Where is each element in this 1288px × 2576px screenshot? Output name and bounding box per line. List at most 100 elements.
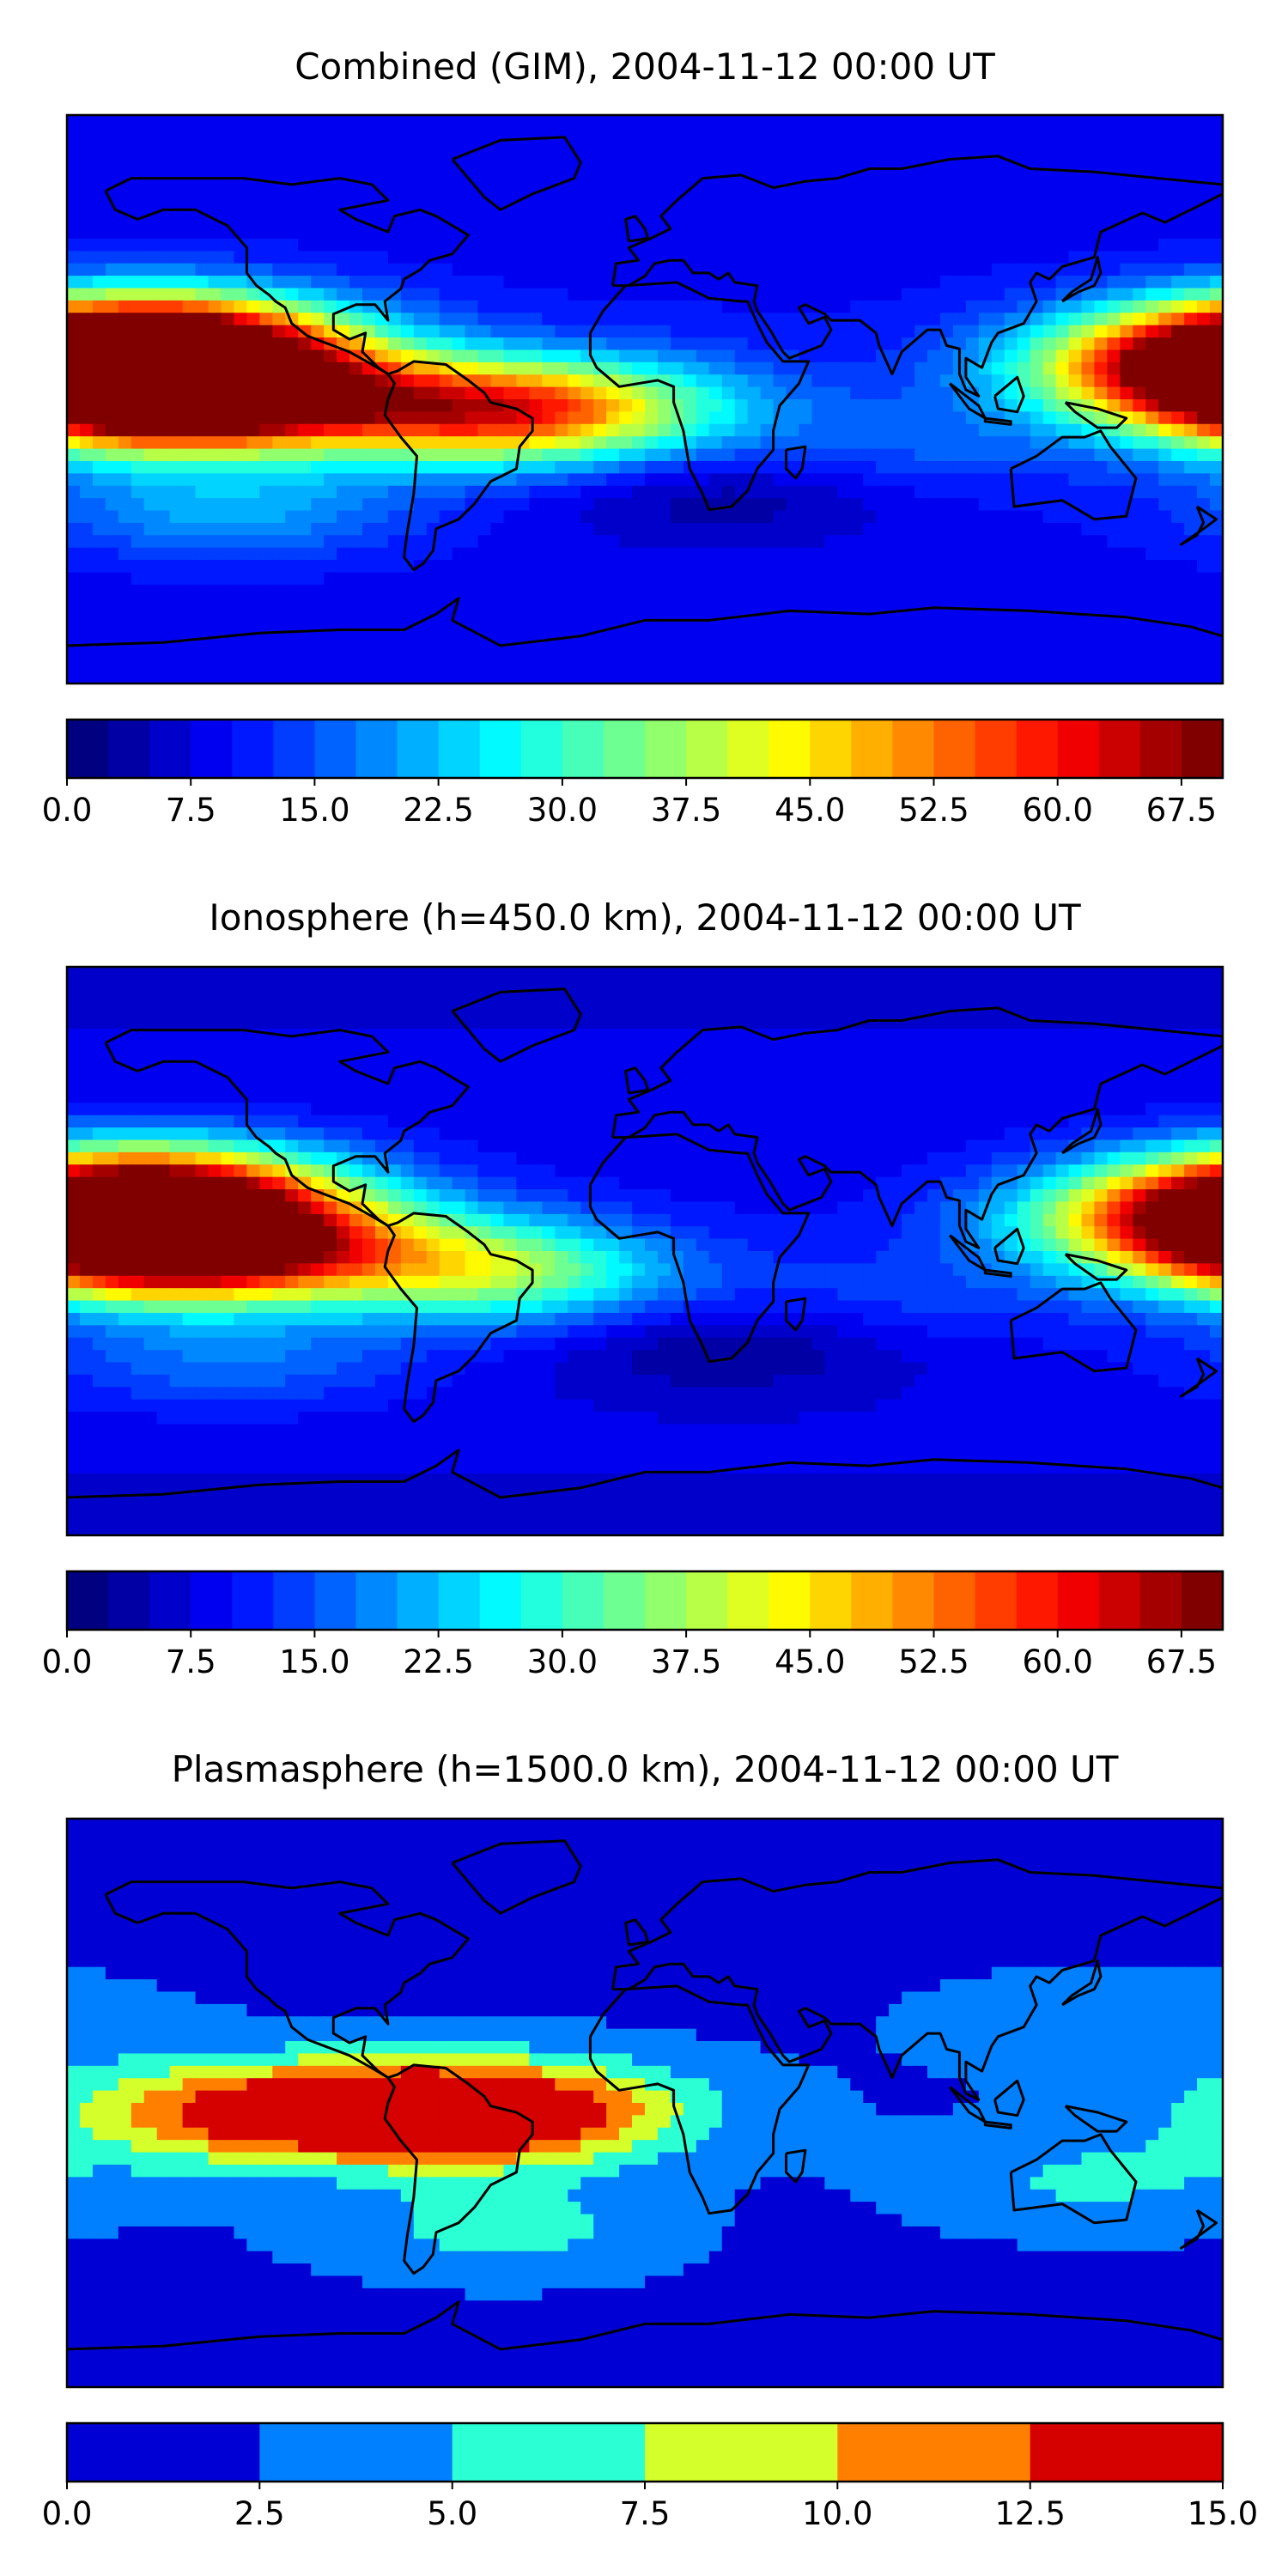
heatmap-cell bbox=[169, 152, 184, 166]
heatmap-cell bbox=[542, 572, 556, 586]
heatmap-cell bbox=[1158, 349, 1172, 363]
heatmap-cell bbox=[965, 460, 980, 475]
heatmap-cell bbox=[221, 646, 235, 660]
heatmap-cell bbox=[246, 572, 261, 586]
heatmap-cell bbox=[670, 522, 684, 537]
heatmap-cell bbox=[965, 423, 980, 437]
heatmap-cell bbox=[337, 584, 350, 598]
heatmap-cell bbox=[400, 609, 415, 623]
heatmap-cell bbox=[465, 560, 479, 574]
heatmap-cell bbox=[721, 238, 736, 252]
heatmap-cell bbox=[298, 1066, 312, 1079]
heatmap-cell bbox=[105, 238, 119, 252]
heatmap-cell bbox=[400, 560, 415, 574]
heatmap-cell bbox=[786, 325, 800, 338]
heatmap-cell bbox=[632, 288, 646, 301]
heatmap-cell bbox=[939, 634, 954, 647]
heatmap-cell bbox=[298, 1053, 312, 1066]
heatmap-cell bbox=[208, 337, 222, 351]
heatmap-cell bbox=[131, 1028, 145, 1042]
heatmap-cell bbox=[850, 991, 865, 1005]
heatmap-cell bbox=[786, 361, 800, 376]
heatmap-cell bbox=[902, 560, 915, 574]
heatmap-cell bbox=[773, 164, 787, 178]
heatmap-cell bbox=[1094, 1053, 1109, 1066]
heatmap-cell bbox=[747, 189, 762, 203]
heatmap-cell bbox=[272, 423, 287, 437]
heatmap-cell bbox=[477, 522, 492, 537]
heatmap-cell bbox=[721, 1028, 736, 1042]
heatmap-cell bbox=[285, 423, 299, 437]
heatmap-cell bbox=[452, 386, 466, 400]
heatmap-cell bbox=[799, 251, 813, 264]
heatmap-cell bbox=[259, 214, 274, 228]
heatmap-cell bbox=[542, 436, 556, 450]
heatmap-cell bbox=[850, 460, 865, 475]
heatmap-cell bbox=[824, 374, 839, 388]
heatmap-cell bbox=[606, 399, 620, 413]
heatmap-cell bbox=[285, 115, 299, 129]
heatmap-cell bbox=[965, 313, 980, 326]
heatmap-cell bbox=[837, 238, 852, 252]
heatmap-cell bbox=[272, 189, 287, 203]
heatmap-cell bbox=[619, 127, 633, 141]
heatmap-cell bbox=[760, 349, 775, 363]
heatmap-cell bbox=[92, 535, 106, 549]
heatmap-cell bbox=[914, 127, 928, 141]
heatmap-cell bbox=[863, 1028, 877, 1042]
heatmap-cell bbox=[1030, 510, 1044, 524]
heatmap-cell bbox=[195, 1041, 210, 1054]
heatmap-cell bbox=[606, 386, 620, 400]
heatmap-cell bbox=[208, 1028, 222, 1042]
heatmap-cell bbox=[799, 622, 813, 635]
heatmap-cell bbox=[1158, 325, 1172, 338]
heatmap-cell bbox=[208, 584, 222, 598]
heatmap-cell bbox=[889, 535, 902, 549]
heatmap-cell bbox=[889, 201, 902, 215]
heatmap-cell bbox=[1107, 374, 1121, 388]
heatmap-cell bbox=[465, 115, 479, 129]
heatmap-cell bbox=[529, 164, 544, 178]
heatmap-cell bbox=[67, 1004, 81, 1018]
heatmap-cell bbox=[1017, 349, 1031, 363]
heatmap-cell bbox=[374, 609, 389, 623]
heatmap-cell bbox=[734, 584, 749, 598]
heatmap-cell bbox=[1081, 560, 1096, 574]
heatmap-cell bbox=[1145, 485, 1160, 499]
heatmap-cell bbox=[1145, 967, 1160, 981]
heatmap-cell bbox=[1158, 361, 1172, 376]
heatmap-cell bbox=[863, 374, 877, 388]
heatmap-cell bbox=[760, 622, 775, 635]
heatmap-cell bbox=[1055, 374, 1070, 388]
heatmap-cell bbox=[387, 411, 402, 425]
heatmap-cell bbox=[1107, 535, 1121, 549]
heatmap-cell bbox=[400, 374, 415, 388]
heatmap-cell bbox=[1004, 1041, 1018, 1054]
heatmap-cell bbox=[1210, 423, 1223, 437]
heatmap-cell bbox=[645, 337, 659, 351]
heatmap-cell bbox=[374, 1016, 389, 1030]
heatmap-cell bbox=[863, 325, 877, 338]
heatmap-cell bbox=[965, 967, 980, 981]
heatmap-cell bbox=[439, 176, 453, 191]
heatmap-cell bbox=[568, 460, 582, 475]
heatmap-cell bbox=[542, 238, 556, 252]
heatmap-cell bbox=[927, 560, 941, 574]
heatmap-cell bbox=[902, 263, 915, 276]
heatmap-cell bbox=[490, 979, 505, 993]
heatmap-cell bbox=[221, 535, 235, 549]
heatmap-cell bbox=[811, 991, 826, 1005]
heatmap-cell bbox=[863, 1053, 877, 1066]
heatmap-cell bbox=[1158, 967, 1172, 981]
heatmap-cell bbox=[837, 325, 852, 338]
heatmap-cell bbox=[374, 547, 389, 561]
heatmap-cell bbox=[92, 189, 106, 203]
heatmap-cell bbox=[811, 238, 826, 252]
heatmap-cell bbox=[811, 276, 826, 289]
heatmap-cell bbox=[991, 584, 1005, 598]
heatmap-cell bbox=[747, 214, 762, 228]
heatmap-cell bbox=[902, 374, 915, 388]
heatmap-cell bbox=[105, 1066, 119, 1079]
heatmap-cell bbox=[952, 597, 967, 611]
heatmap-cell bbox=[1158, 1053, 1172, 1066]
